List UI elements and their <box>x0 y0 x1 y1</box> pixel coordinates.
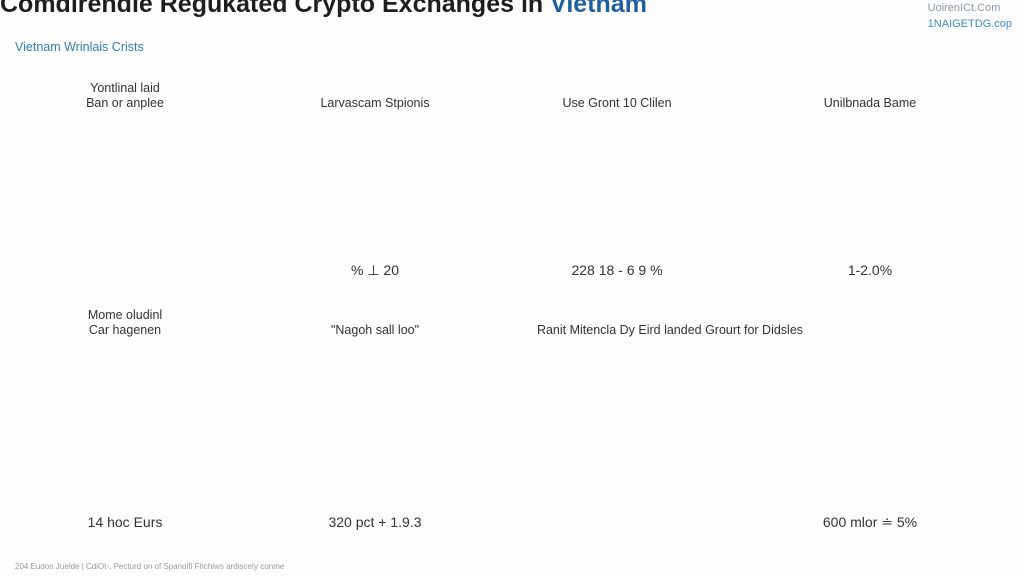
arrow-icon <box>712 419 752 437</box>
pen-icon <box>71 236 99 264</box>
icon-ring-2 <box>549 363 684 516</box>
building-icon <box>116 258 144 286</box>
user-icon <box>160 236 188 264</box>
subtitle: Vietnam Wrinlais Crists <box>15 40 144 54</box>
panel8-caption: 600 mlor ≐ 5% <box>822 514 918 530</box>
footer-credit: 204 Eudon Juelde | CdiOt-, Pecturd on of… <box>15 562 285 571</box>
chart-panel-8 <box>814 380 928 501</box>
panel4-label: Unilbnada Bame <box>823 96 917 110</box>
label-line: Mome oludinl <box>87 308 163 322</box>
page-title: Comdirendle Regukated Crypto Exchanges i… <box>0 0 647 19</box>
panel2-caption: % ⊥ 20 <box>351 262 399 278</box>
id-card-icon <box>549 429 577 457</box>
gavel-icon <box>643 386 671 414</box>
series-line <box>566 172 670 209</box>
graphic-mark <box>72 380 185 500</box>
person-icon <box>598 363 626 391</box>
lamp-icon <box>66 146 94 174</box>
graphic-mark <box>320 132 432 250</box>
chart-panel-2 <box>317 129 435 251</box>
series-line <box>817 232 891 243</box>
series-line <box>817 481 923 494</box>
panel5-caption: 14 hoc Eurs <box>87 514 163 530</box>
panel5-label: Mome oludinl Car hagenen <box>5 308 245 338</box>
panel3-caption: 228 18 - 6 9 % <box>571 262 663 278</box>
logo: UoirenICt.Com 1NAIGETDG.cop <box>928 0 1012 32</box>
legend-item: Cantinoted <box>384 232 423 241</box>
series-line <box>319 414 416 479</box>
arrow-tool-icon <box>656 429 684 457</box>
graphic-mark <box>564 220 570 226</box>
panel1-label: Yontlinal laid Ban or anplee <box>5 81 245 111</box>
logo-line2: 1NAIGETDG.cop <box>927 18 1012 30</box>
graphic-mark <box>371 207 381 213</box>
graphic-mark <box>123 429 129 435</box>
series-line <box>319 131 433 189</box>
arrow-icon <box>473 419 513 437</box>
fan-icon <box>556 473 584 501</box>
series-line <box>319 467 433 477</box>
graphic-mark <box>818 160 925 245</box>
label-line: Ban or anplee <box>86 96 164 110</box>
chart-panel-3 <box>562 135 680 249</box>
label-line: Car hagenen <box>88 323 162 337</box>
user-icon <box>643 469 671 497</box>
bank-icon <box>160 146 188 174</box>
chart-panel-6 <box>317 380 435 501</box>
title-text: Comdirendle Regukated Crypto Exchanges i… <box>0 0 551 18</box>
arrow-icon <box>473 179 513 197</box>
logo-line1: UoirenICt.Com <box>927 2 1001 14</box>
panel6-label: "Nagoh sall loo" <box>330 323 420 337</box>
graphic-mark <box>70 447 76 453</box>
building-icon <box>598 488 626 516</box>
graphic-mark <box>149 419 155 425</box>
graphic-mark <box>427 129 433 135</box>
wallet-icon <box>181 194 209 222</box>
graphic-mark <box>818 473 922 500</box>
panel6-caption: 320 pct + 1.9.3 <box>328 514 422 530</box>
arrow-icon <box>222 179 262 197</box>
series-line <box>72 421 183 451</box>
title-highlight: Vietham <box>550 0 647 18</box>
chart-panel-4 <box>814 130 928 246</box>
chart-panel-5 <box>67 380 188 501</box>
icon-ring-1 <box>48 129 209 286</box>
arrow-icon <box>712 179 752 197</box>
legend-item: Snore <box>339 232 361 241</box>
laptop-icon <box>560 388 588 416</box>
graphic-mark <box>320 380 432 500</box>
exchange-icon <box>114 129 142 157</box>
panel7-label: Ranit Mitencla Dy Eird landed Grourt for… <box>536 323 804 337</box>
series-line <box>566 186 670 224</box>
graphic-mark <box>819 223 825 229</box>
arrow-icon <box>222 419 262 437</box>
graphic-mark <box>666 170 672 176</box>
panel4-caption: 1-2.0% <box>847 262 893 278</box>
graphic-mark <box>564 205 570 211</box>
label-line: Yontlinal laid <box>90 81 160 95</box>
document-icon <box>48 193 76 221</box>
panel2-label: Larvascam Stpionis <box>320 96 430 110</box>
graphic-mark <box>666 184 672 190</box>
graphic-mark <box>567 173 669 248</box>
series-line <box>817 472 923 490</box>
graphic-mark <box>317 196 323 202</box>
panel3-label: Use Gront 10 Clilen <box>562 96 672 110</box>
graphic-mark <box>331 232 335 238</box>
